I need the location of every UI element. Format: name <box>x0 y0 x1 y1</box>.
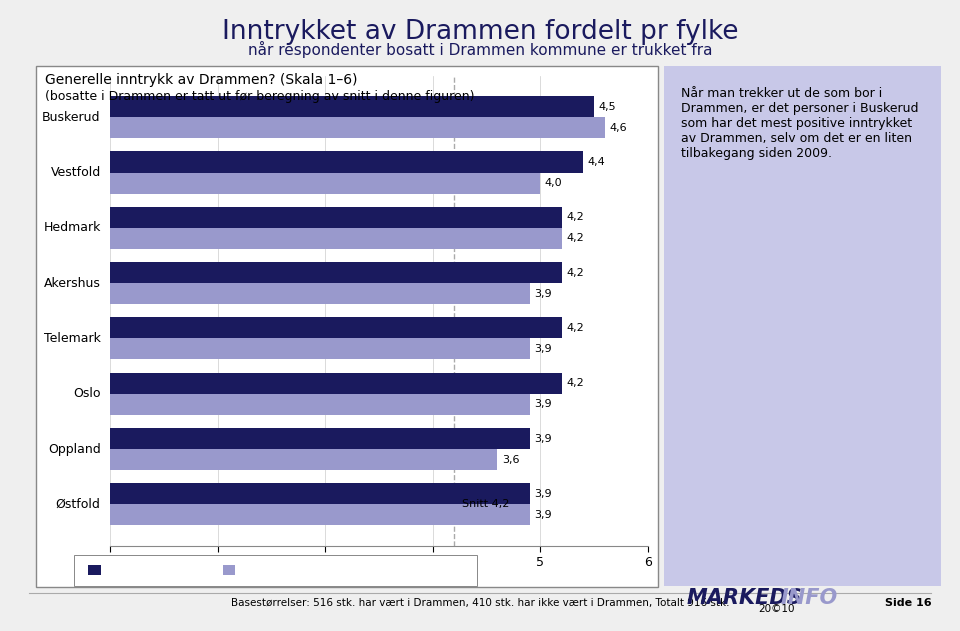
Text: 4,5: 4,5 <box>598 102 616 112</box>
Text: 20©10: 20©10 <box>758 604 795 614</box>
Text: INFO: INFO <box>780 587 838 608</box>
Text: 3,9: 3,9 <box>534 288 552 298</box>
Text: 3,9: 3,9 <box>534 510 552 520</box>
Bar <box>110 317 562 338</box>
Text: 4,2: 4,2 <box>566 233 584 244</box>
Text: Inntrykket av Drammen fordelt pr fylke: Inntrykket av Drammen fordelt pr fylke <box>222 19 738 45</box>
Text: Side 16: Side 16 <box>884 598 931 608</box>
Text: Basestørrelser: 516 stk. har vært i Drammen, 410 stk. har ikke vært i Drammen, T: Basestørrelser: 516 stk. har vært i Dram… <box>230 598 730 608</box>
Bar <box>110 207 562 228</box>
Bar <box>110 228 562 249</box>
Text: 3,9: 3,9 <box>534 344 552 354</box>
Text: 4,4: 4,4 <box>588 157 606 167</box>
Text: Vært i Drammen siste år: Vært i Drammen siste år <box>107 565 244 575</box>
Text: MARKEDS: MARKEDS <box>686 587 803 608</box>
Text: Snitt 4,2: Snitt 4,2 <box>462 499 510 509</box>
Text: 4,2: 4,2 <box>566 212 584 222</box>
Text: Generelle inntrykk av Drammen? (Skala 1–6): Generelle inntrykk av Drammen? (Skala 1–… <box>45 73 358 86</box>
Bar <box>110 338 530 360</box>
Text: 4,2: 4,2 <box>566 378 584 388</box>
Text: når respondenter bosatt i Drammen kommune er trukket fra: når respondenter bosatt i Drammen kommun… <box>248 41 712 58</box>
Bar <box>110 428 530 449</box>
Bar <box>110 373 562 394</box>
Bar <box>110 172 540 194</box>
Text: (bosatte i Drammen er tatt ut før beregning av snitt i denne figuren): (bosatte i Drammen er tatt ut før beregn… <box>45 90 474 103</box>
Bar <box>110 283 530 304</box>
Text: 4,2: 4,2 <box>566 268 584 278</box>
Bar <box>110 117 605 138</box>
Bar <box>110 449 497 470</box>
Text: Når man trekker ut de som bor i
Drammen, er det personer i Buskerud
som har det : Når man trekker ut de som bor i Drammen,… <box>681 87 919 160</box>
Bar <box>110 483 530 504</box>
Text: 3,9: 3,9 <box>534 399 552 410</box>
Text: 4,2: 4,2 <box>566 323 584 333</box>
Bar <box>110 151 584 172</box>
Text: 4,0: 4,0 <box>544 178 563 188</box>
Text: Ikke vært i Drammen siste år: Ikke vært i Drammen siste år <box>241 565 404 575</box>
Bar <box>110 504 530 526</box>
Bar <box>110 394 530 415</box>
Bar <box>110 262 562 283</box>
Text: 4,6: 4,6 <box>610 122 627 133</box>
Bar <box>110 96 594 117</box>
Text: 3,9: 3,9 <box>534 489 552 499</box>
Text: 3,6: 3,6 <box>502 454 519 464</box>
Text: 3,9: 3,9 <box>534 433 552 444</box>
